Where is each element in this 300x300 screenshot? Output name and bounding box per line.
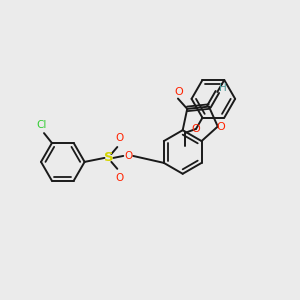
Text: O: O — [175, 87, 183, 97]
Text: O: O — [115, 133, 123, 143]
Text: O: O — [124, 151, 132, 161]
Text: S: S — [103, 152, 113, 164]
Text: O: O — [217, 122, 226, 132]
Text: H: H — [219, 83, 227, 93]
Text: Cl: Cl — [37, 120, 47, 130]
Text: O: O — [192, 124, 200, 134]
Text: O: O — [115, 173, 123, 183]
